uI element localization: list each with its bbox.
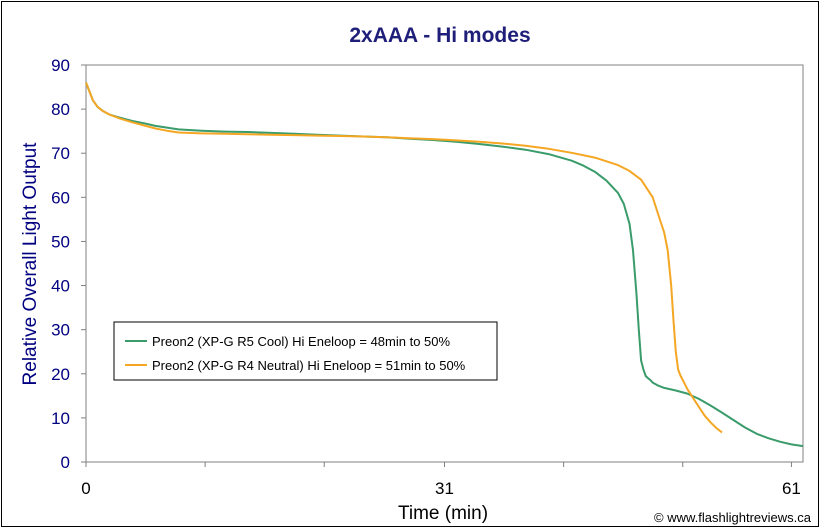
y-tick-label: 40	[51, 277, 70, 296]
series-lines	[85, 82, 804, 448]
legend-label-cool: Preon2 (XP-G R5 Cool) Hi Eneloop = 48min…	[152, 334, 451, 349]
y-tick-label: 10	[51, 409, 70, 428]
y-tick-label: 0	[61, 453, 70, 472]
series-line-neutral	[85, 82, 723, 434]
y-tick-label: 80	[51, 100, 70, 119]
y-tick-label: 30	[51, 321, 70, 340]
legend-label-neutral: Preon2 (XP-G R4 Neutral) Hi Eneloop = 51…	[152, 358, 466, 373]
legend-box	[113, 321, 498, 381]
y-axis-label: Relative Overall Light Output	[20, 142, 41, 386]
y-tick-label: 90	[51, 56, 70, 75]
x-axis: 0 31 61	[81, 462, 801, 498]
x-axis-label: Time (min)	[398, 503, 488, 524]
y-tick-label: 60	[51, 188, 70, 207]
x-tick-label: 61	[782, 479, 801, 498]
x-tick-label: 31	[435, 479, 454, 498]
y-tick-label: 20	[51, 365, 70, 384]
credit-text: © www.flashlightreviews.ca	[654, 510, 812, 525]
y-tick-label: 50	[51, 232, 70, 251]
y-tick-label: 70	[51, 144, 70, 163]
legend: Preon2 (XP-G R5 Cool) Hi Eneloop = 48min…	[113, 321, 498, 381]
y-axis: 0 10 20 30 40 50 60 70 80 90	[51, 56, 86, 472]
chart-title: 2xAAA - Hi modes	[349, 24, 530, 47]
x-tick-label: 0	[81, 479, 90, 498]
